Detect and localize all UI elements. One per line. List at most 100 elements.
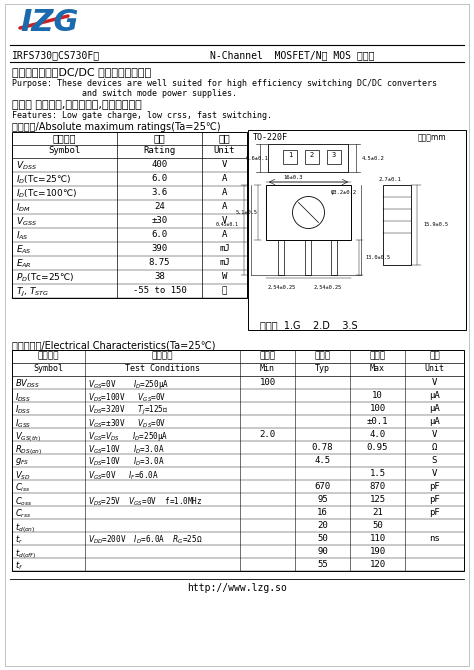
Text: ±30: ±30	[151, 216, 168, 225]
Text: Max: Max	[370, 364, 385, 373]
Text: $BV_{DSS}$: $BV_{DSS}$	[15, 378, 40, 391]
Text: N-Channel  MOSFET/N沟 MOS 晶体管: N-Channel MOSFET/N沟 MOS 晶体管	[210, 50, 374, 60]
Text: $I_D$(Tc=25℃): $I_D$(Tc=25℃)	[16, 174, 72, 186]
Text: 单位: 单位	[429, 351, 440, 360]
Text: 24: 24	[154, 202, 165, 211]
Text: $g_{FS}$: $g_{FS}$	[15, 456, 29, 467]
Text: 38: 38	[154, 272, 165, 281]
Text: Ω: Ω	[432, 443, 437, 452]
Text: μA: μA	[429, 417, 440, 426]
Text: 极限参数/Absolute maximum ratings(Ta=25℃): 极限参数/Absolute maximum ratings(Ta=25℃)	[12, 122, 220, 132]
Text: 95: 95	[317, 495, 328, 504]
Text: $C_{oss}$: $C_{oss}$	[15, 495, 32, 507]
Text: 最小值: 最小值	[259, 351, 275, 360]
Text: 100: 100	[369, 404, 385, 413]
Text: 参数符号: 参数符号	[38, 351, 59, 360]
Text: 0.45±0.1: 0.45±0.1	[216, 222, 239, 228]
Text: V: V	[432, 378, 437, 387]
Bar	[248, 130, 466, 330]
Text: 21: 21	[372, 508, 383, 517]
Text: $V_{DD}$=200V  $I_D$=6.0A  $R_G$=25Ω: $V_{DD}$=200V $I_D$=6.0A $R_G$=25Ω	[88, 534, 202, 547]
Bar	[383, 185, 411, 265]
Text: 2.54±0.25: 2.54±0.25	[313, 285, 342, 290]
Text: $I_{DSS}$: $I_{DSS}$	[15, 404, 31, 417]
Text: 0.95: 0.95	[367, 443, 388, 452]
Text: 典型值: 典型值	[314, 351, 330, 360]
Text: 10: 10	[372, 391, 383, 400]
Text: 2.54±0.25: 2.54±0.25	[268, 285, 296, 290]
Text: 6.0: 6.0	[151, 174, 168, 183]
Text: $V_{DSS}$: $V_{DSS}$	[16, 160, 37, 172]
Text: 参数符号: 参数符号	[53, 133, 76, 143]
Text: $I_D$(Tc=100℃): $I_D$(Tc=100℃)	[16, 188, 77, 200]
Text: φ3.2±0.2: φ3.2±0.2	[331, 190, 357, 195]
Text: $V_{GS}$=$V_{DS}$   $I_D$=250μA: $V_{GS}$=$V_{DS}$ $I_D$=250μA	[88, 430, 168, 443]
Text: Unit: Unit	[425, 364, 445, 373]
Text: $V_{GSS}$: $V_{GSS}$	[16, 216, 37, 228]
Text: 最大值: 最大值	[369, 351, 385, 360]
Text: 8.75: 8.75	[149, 258, 170, 267]
Text: $V_{DS}$=320V   $T_J$=125℃: $V_{DS}$=320V $T_J$=125℃	[88, 404, 168, 417]
Text: A: A	[222, 230, 227, 239]
Text: $V_{DS}$=25V  $V_{GS}$=0V  f=1.0MHz: $V_{DS}$=25V $V_{GS}$=0V f=1.0MHz	[88, 495, 202, 507]
Text: and switch mode power supplies.: and switch mode power supplies.	[12, 89, 237, 98]
Text: 9.6±0.1: 9.6±0.1	[246, 156, 269, 161]
Bar	[12, 350, 464, 571]
Text: 50: 50	[317, 534, 328, 543]
Text: 390: 390	[151, 244, 168, 253]
Text: A: A	[222, 188, 227, 197]
Text: $V_{GS}$=0V   $I_F$=6.0A: $V_{GS}$=0V $I_F$=6.0A	[88, 469, 159, 482]
Text: $E_{AR}$: $E_{AR}$	[16, 258, 32, 271]
Text: 单位：mm: 单位：mm	[418, 133, 447, 142]
Text: 用途：用于高效DC/DC 转换和功率开关。: 用途：用于高效DC/DC 转换和功率开关。	[12, 67, 151, 77]
Text: μA: μA	[429, 404, 440, 413]
Text: $V_{DS}$=10V   $I_D$=3.0A: $V_{DS}$=10V $I_D$=3.0A	[88, 456, 164, 468]
Text: 190: 190	[369, 547, 385, 556]
Text: Rating: Rating	[143, 146, 176, 155]
Text: 90: 90	[317, 547, 328, 556]
Text: $R_{DS(on)}$: $R_{DS(on)}$	[15, 443, 43, 457]
Text: $C_{iss}$: $C_{iss}$	[15, 482, 30, 494]
Bar	[305, 240, 311, 275]
Text: Typ: Typ	[315, 364, 330, 373]
Text: 6.0: 6.0	[151, 230, 168, 239]
Text: TO-220F: TO-220F	[253, 133, 288, 142]
Text: Features: Low gate charge, low crss, fast switching.: Features: Low gate charge, low crss, fas…	[12, 111, 272, 120]
Text: V: V	[432, 430, 437, 439]
Text: $I_{AS}$: $I_{AS}$	[16, 230, 29, 243]
Text: -55 to 150: -55 to 150	[133, 286, 186, 295]
Text: pF: pF	[429, 482, 440, 491]
Text: 20: 20	[317, 521, 328, 530]
Text: 电性能参数/Electrical Characteristics(Ta=25℃): 电性能参数/Electrical Characteristics(Ta=25℃)	[12, 340, 216, 350]
Bar	[278, 240, 284, 275]
Text: $V_{DS}$=100V   $V_{GS}$=0V: $V_{DS}$=100V $V_{GS}$=0V	[88, 391, 166, 403]
Bar	[331, 240, 337, 275]
Text: $E_{AS}$: $E_{AS}$	[16, 244, 32, 257]
Text: 100: 100	[259, 378, 275, 387]
Text: 4.0: 4.0	[369, 430, 385, 439]
Text: V: V	[432, 469, 437, 478]
Text: http://www.lzg.so: http://www.lzg.so	[187, 583, 287, 593]
Text: 4.5±0.2: 4.5±0.2	[362, 156, 385, 161]
Text: 2: 2	[310, 152, 314, 158]
Text: mJ: mJ	[219, 244, 230, 253]
Text: 13.0±0.5: 13.0±0.5	[365, 255, 390, 260]
Text: 55: 55	[317, 560, 328, 569]
Text: $I_{DSS}$: $I_{DSS}$	[15, 391, 31, 403]
Text: 16±0.3: 16±0.3	[284, 175, 303, 180]
Text: 4.5: 4.5	[314, 456, 330, 465]
Text: 引脚：  1.G    2.D    3.S: 引脚： 1.G 2.D 3.S	[260, 320, 357, 330]
Bar	[327, 150, 341, 164]
Text: 1.5: 1.5	[369, 469, 385, 478]
Text: 110: 110	[369, 534, 385, 543]
Text: ℃: ℃	[222, 286, 227, 295]
Text: 特点： 低栎电荷,低反馈电容,开关速度快。: 特点： 低栎电荷,低反馈电容,开关速度快。	[12, 100, 142, 110]
Text: V: V	[222, 216, 227, 225]
Text: Symbol: Symbol	[34, 364, 64, 373]
Text: Purpose: These devices are well suited for high efficiency switching DC/DC conve: Purpose: These devices are well suited f…	[12, 79, 437, 88]
Text: 120: 120	[369, 560, 385, 569]
Text: IRFS730（CS730F）: IRFS730（CS730F）	[12, 50, 100, 60]
Text: Symbol: Symbol	[48, 146, 81, 155]
Bar	[12, 132, 247, 298]
Text: $V_{GS(th)}$: $V_{GS(th)}$	[15, 430, 41, 444]
